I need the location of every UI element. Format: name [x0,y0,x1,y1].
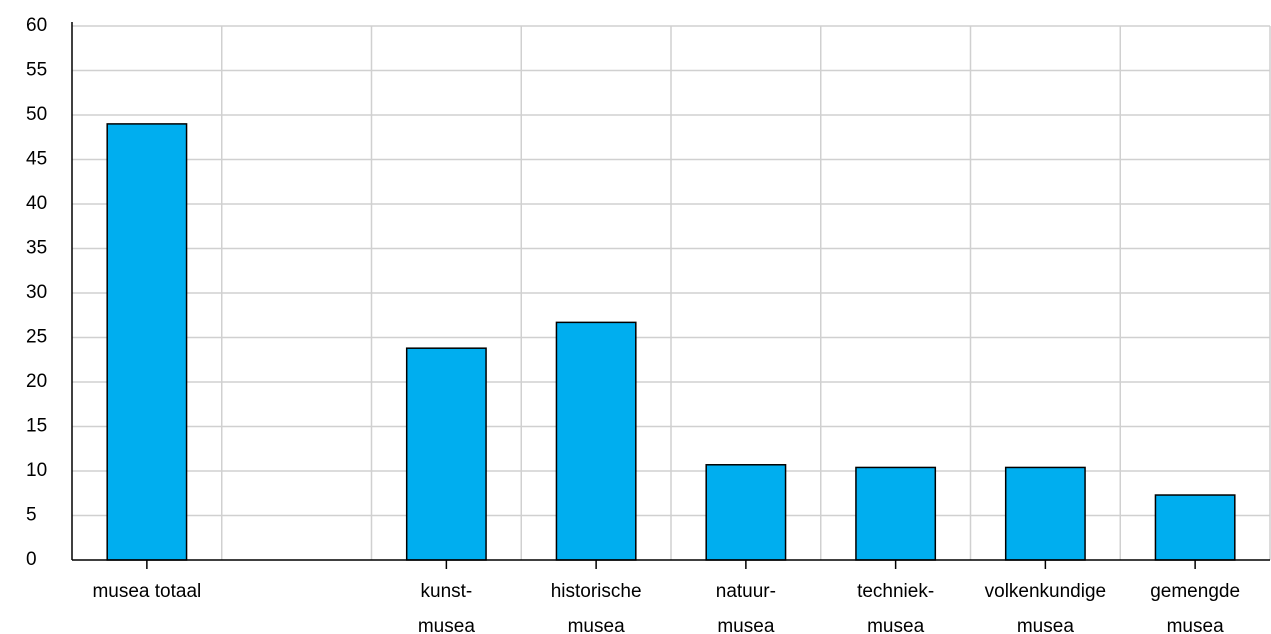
x-tick-label: musea [418,616,475,634]
x-tick-label: historische [551,581,642,602]
y-tick-label: 50 [26,104,47,125]
x-tick-label: techniek- [857,581,934,602]
bar [405,347,487,561]
y-tick-label: 20 [26,371,47,392]
x-tick-label: musea [867,616,924,634]
x-tick-label: musea [1167,616,1224,634]
x-tick-label: musea [1017,616,1074,634]
y-tick-label: 10 [26,460,47,481]
x-tick-label: volkenkundige [985,581,1106,602]
x-tick-label: natuur- [716,581,776,602]
bar [106,123,188,561]
y-tick-label: 35 [26,238,47,259]
y-tick-label: 30 [26,282,47,303]
y-tick-label: 45 [26,149,47,170]
y-tick-label: 5 [26,505,37,526]
bar [1004,466,1086,561]
x-tick-label: musea totaal [92,581,201,602]
bar [855,466,937,561]
bar [555,321,637,561]
x-tick-label: gemengde [1150,581,1240,602]
y-tick-label: 25 [26,327,47,348]
x-tick-label: musea [717,616,774,634]
x-tick-label: kunst- [421,581,473,602]
y-tick-label: 15 [26,416,47,437]
x-tick-label: musea [568,616,625,634]
y-tick-label: 40 [26,193,47,214]
y-tick-label: 0 [26,549,37,570]
y-tick-label: 60 [26,15,47,36]
bar [705,464,787,561]
bar [1154,494,1236,561]
y-tick-label: 55 [26,60,47,81]
